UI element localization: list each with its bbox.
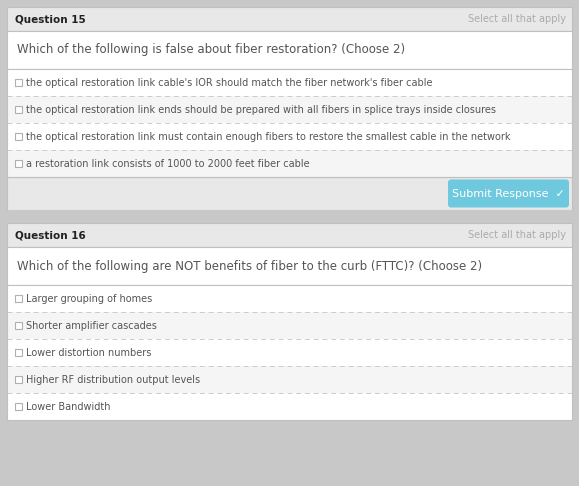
Bar <box>7 312 572 339</box>
Text: a restoration link consists of 1000 to 2000 feet fiber cable: a restoration link consists of 1000 to 2… <box>26 158 310 169</box>
Text: Select all that apply: Select all that apply <box>468 14 566 24</box>
FancyBboxPatch shape <box>448 179 569 208</box>
Text: Which of the following are NOT benefits of fiber to the curb (FTTC)? (Choose 2): Which of the following are NOT benefits … <box>17 260 482 273</box>
Text: Higher RF distribution output levels: Higher RF distribution output levels <box>26 375 200 384</box>
Bar <box>7 177 572 210</box>
Text: the optical restoration link ends should be prepared with all fibers in splice t: the optical restoration link ends should… <box>26 104 496 115</box>
Bar <box>15 322 22 329</box>
Text: Submit Response  ✓: Submit Response ✓ <box>452 189 565 198</box>
Bar <box>7 285 572 312</box>
Bar <box>15 79 22 86</box>
Bar <box>7 339 572 366</box>
Bar <box>7 7 572 31</box>
Text: the optical restoration link must contain enough fibers to restore the smallest : the optical restoration link must contai… <box>26 132 511 141</box>
Bar <box>15 295 22 302</box>
Text: Lower distortion numbers: Lower distortion numbers <box>26 347 151 358</box>
Bar <box>0 210 579 223</box>
Bar <box>7 223 572 247</box>
Bar <box>7 31 572 69</box>
Text: Shorter amplifier cascades: Shorter amplifier cascades <box>26 320 157 330</box>
Bar <box>7 69 572 177</box>
Text: Which of the following is false about fiber restoration? (Choose 2): Which of the following is false about fi… <box>17 44 405 56</box>
Bar <box>15 133 22 140</box>
Text: Question 15: Question 15 <box>15 14 86 24</box>
Bar <box>15 160 22 167</box>
Bar <box>7 247 572 285</box>
Bar <box>7 96 572 123</box>
Text: the optical restoration link cable's IOR should match the fiber network's fiber : the optical restoration link cable's IOR… <box>26 77 433 87</box>
Text: Lower Bandwidth: Lower Bandwidth <box>26 401 111 412</box>
Bar <box>7 285 572 420</box>
Bar <box>7 69 572 96</box>
Bar <box>7 123 572 150</box>
Text: Larger grouping of homes: Larger grouping of homes <box>26 294 152 303</box>
Bar <box>7 366 572 393</box>
Text: Question 16: Question 16 <box>15 230 86 240</box>
Bar <box>15 376 22 383</box>
Bar <box>15 106 22 113</box>
Bar <box>15 349 22 356</box>
Bar <box>15 403 22 410</box>
Text: Select all that apply: Select all that apply <box>468 230 566 240</box>
Bar <box>7 150 572 177</box>
Bar <box>7 393 572 420</box>
